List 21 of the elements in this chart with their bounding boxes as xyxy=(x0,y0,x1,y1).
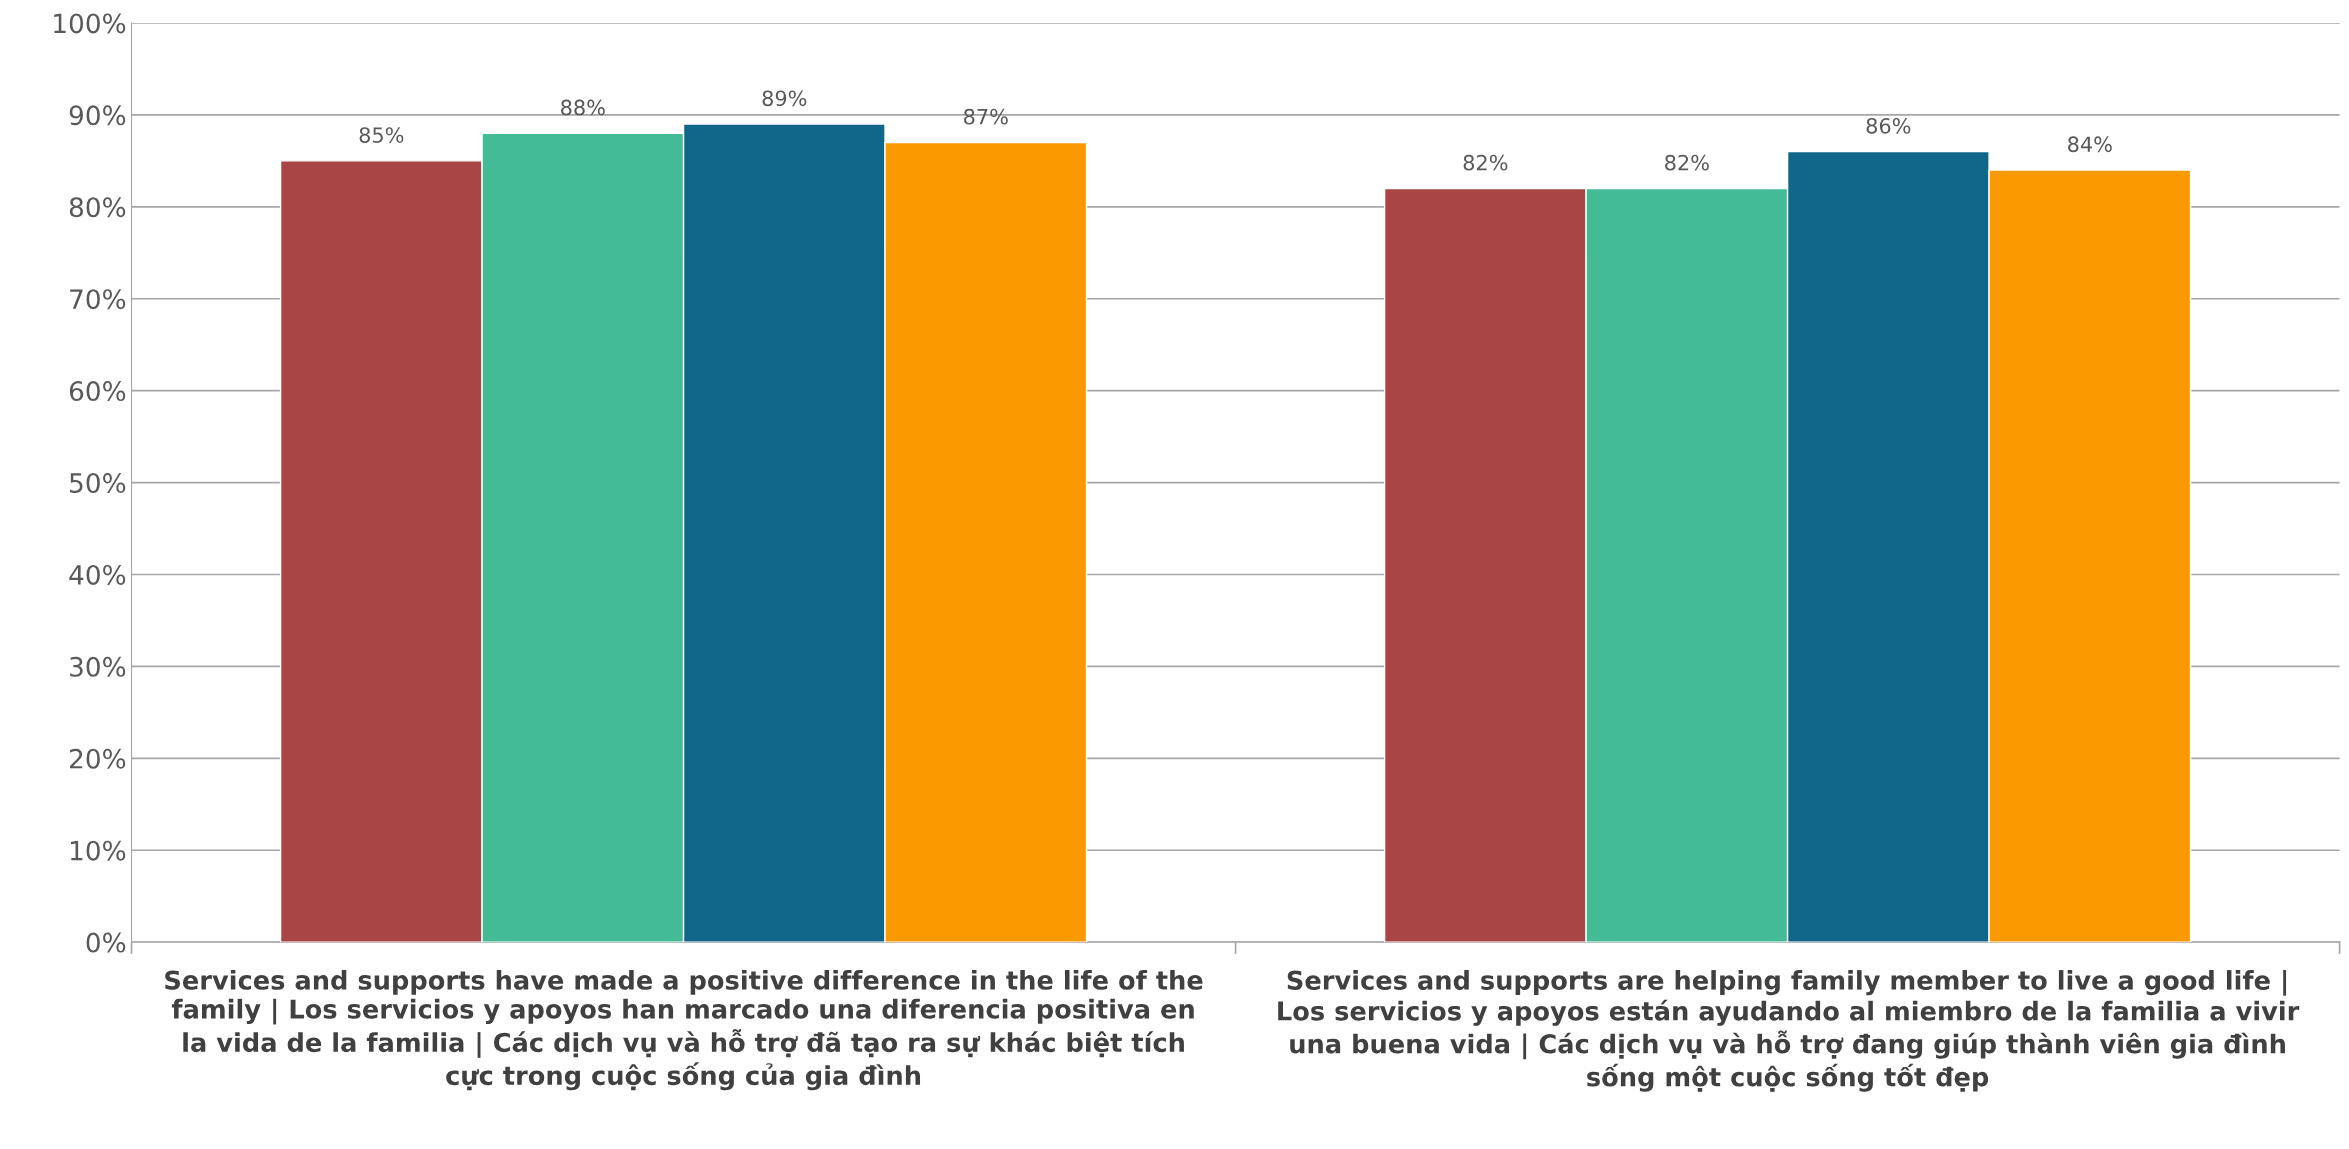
y-tick-label: 60% xyxy=(69,381,126,402)
y-tick-label: 20% xyxy=(69,748,126,769)
data-label: 82% xyxy=(1665,154,1709,171)
data-label: 84% xyxy=(2068,136,2112,153)
y-tick-label: 70% xyxy=(70,289,126,310)
data-label: 85% xyxy=(359,127,404,143)
data-label: 86% xyxy=(1866,117,1911,134)
y-tick-label: 90% xyxy=(69,105,126,126)
data-label: 82% xyxy=(1463,154,1508,171)
data-label: 88% xyxy=(561,99,605,116)
y-tick-label: 40% xyxy=(69,564,126,585)
data-label: 87% xyxy=(964,108,1008,125)
y-tick-label: 30% xyxy=(70,656,126,677)
y-tick-label: 80% xyxy=(69,197,126,218)
y-tick-label: 50% xyxy=(70,473,126,493)
x-tick-label: Services and supports are helping family member to live a good life | Los servicios y apoyos están ayudando al miembro de la familia a vivir una buena vida | Các dịch vụ và hỗ trợ đang giúp thành viên gia đình sống một cuộc sống tốt đẹp xyxy=(1278,969,2300,1092)
data-label: 89% xyxy=(762,90,807,107)
y-tick-label: 10% xyxy=(70,840,126,861)
y-tick-label: 0% xyxy=(86,932,126,953)
y-tick-label: 100% xyxy=(54,13,126,34)
x-tick-label: Services and supports have made a positive difference in the life of the family | Los servicios y apoyos han marcado una diferencia positiva en la vida de la familia | Các dịch vụ và hỗ trợ đã tạo ra sự khác biệt tích cực trong cuộc sống của gia đình xyxy=(165,969,1203,1091)
